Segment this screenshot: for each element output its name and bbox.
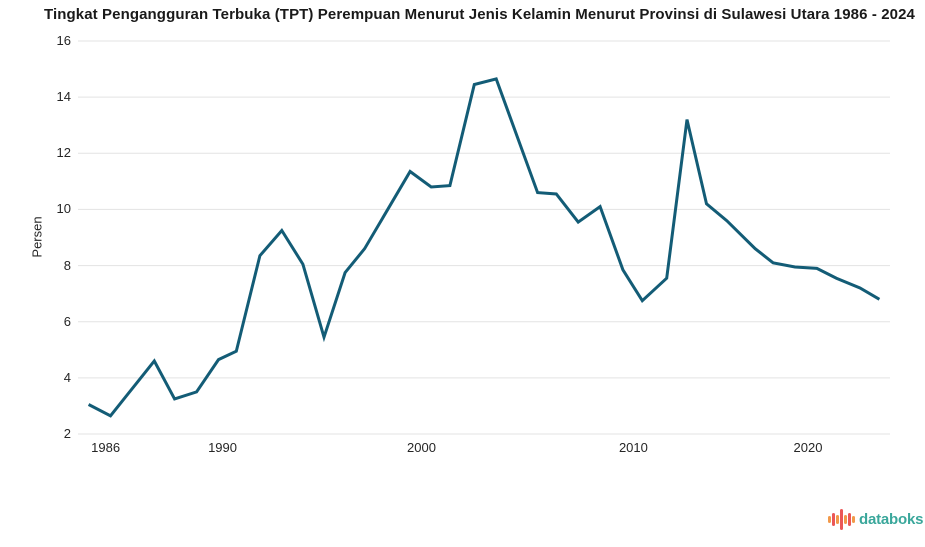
y-tick-label: 6 — [63, 313, 71, 329]
y-tick-label: 10 — [56, 201, 71, 217]
x-tick-label: 2010 — [618, 440, 648, 455]
y-tick-label: 2 — [63, 426, 71, 441]
logo-bar — [848, 512, 851, 526]
databoks-logo[interactable]: databoks — [828, 505, 923, 533]
y-tick-label: 8 — [63, 257, 71, 273]
y-tick-label: 16 — [56, 33, 71, 48]
logo-bar — [828, 515, 831, 523]
line-chart-plot-area[interactable] — [78, 40, 890, 435]
databoks-logo-text: databoks — [859, 510, 924, 528]
y-tick-label: 12 — [56, 145, 71, 161]
tpt-line-chart-svg[interactable] — [78, 40, 890, 435]
y-tick-label: 4 — [63, 369, 71, 385]
y-tick-label: 14 — [56, 89, 71, 105]
x-tick-label: 1990 — [208, 440, 237, 455]
logo-bar — [852, 515, 855, 523]
databoks-bars-icon — [828, 506, 855, 532]
tpt-perempuan-line[interactable] — [87, 77, 881, 418]
x-tick-label: 2020 — [793, 440, 823, 455]
y-axis-title: Persen — [29, 216, 45, 258]
x-tick-label: 2000 — [407, 440, 436, 455]
logo-bar — [840, 508, 843, 530]
logo-bar — [836, 514, 839, 524]
chart-title: Tingkat Pengangguran Terbuka (TPT) Perem… — [44, 6, 915, 23]
x-tick-label: 1986 — [91, 440, 121, 455]
logo-bar — [832, 512, 835, 526]
logo-bar — [844, 514, 847, 524]
